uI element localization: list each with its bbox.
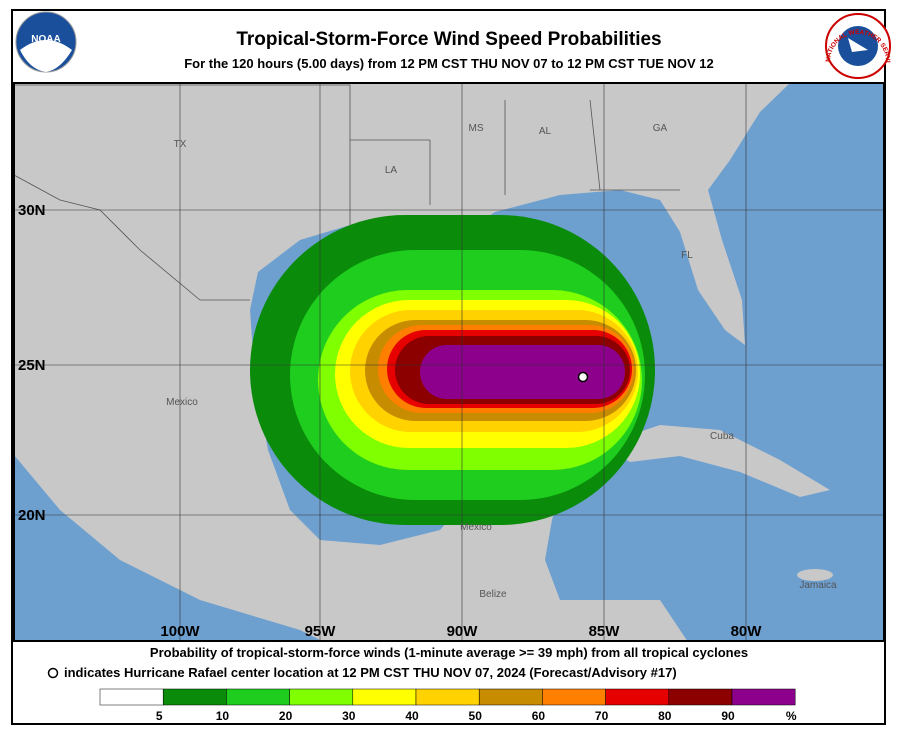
legend-label: 60	[532, 709, 546, 723]
title: Tropical-Storm-Force Wind Speed Probabil…	[236, 29, 661, 50]
legend-label: 10	[216, 709, 230, 723]
legend-swatch	[99, 688, 164, 706]
legend-swatch	[162, 688, 227, 706]
place-label: GA	[653, 123, 668, 134]
legend-swatch	[542, 688, 606, 706]
legend-label: 40	[405, 709, 419, 723]
noaa-logo: NOAA	[15, 11, 77, 73]
legend: 5 10 20 30 40 50 60 70 80 90%	[99, 688, 797, 723]
legend-label: 5	[156, 709, 163, 723]
jamaica	[797, 569, 833, 581]
footer-line: Probability of tropical-storm-force wind…	[150, 645, 748, 660]
legend-swatch	[731, 688, 796, 706]
legend-swatch	[352, 688, 417, 706]
lon-label: 95W	[305, 623, 337, 640]
legend-swatch	[605, 688, 670, 706]
legend-label: 20	[279, 709, 293, 723]
legend-label: 50	[469, 709, 483, 723]
legend-label: 90	[721, 709, 735, 723]
legend-swatch	[289, 688, 354, 706]
storm-symbol	[47, 667, 59, 679]
place-label: AL	[539, 126, 552, 137]
place-label: FL	[681, 250, 693, 261]
lon-label: 100W	[160, 623, 200, 640]
graticule	[14, 83, 884, 641]
legend-swatch	[415, 688, 480, 706]
pacific	[14, 455, 322, 641]
map: TX MS AL GA LA FL Mexico Cuba Mexico Belize Jamaic…	[14, 83, 884, 641]
lat-label: 20N	[18, 507, 46, 524]
legend-swatch	[478, 688, 543, 706]
lat-label: 30N	[18, 202, 46, 219]
lon-label: 80W	[731, 623, 763, 640]
lat-label: 25N	[18, 357, 46, 374]
legend-label: 30	[342, 709, 356, 723]
place-label: LA	[385, 165, 398, 176]
lon-label: 85W	[589, 623, 621, 640]
contour	[420, 345, 625, 399]
legend-swatch	[668, 688, 733, 706]
lon-label: 90W	[447, 623, 479, 640]
legend-label: 70	[595, 709, 609, 723]
logo-text: NOAA	[31, 34, 60, 45]
subtitle: For the 120 hours (5.00 days) from 12 PM…	[184, 56, 714, 71]
place-label: Cuba	[710, 431, 734, 442]
legend-swatch	[226, 688, 290, 706]
legend-label: %	[786, 709, 797, 723]
place-label: Belize	[479, 589, 507, 600]
probability-contours	[250, 215, 655, 525]
place-label: MS	[469, 123, 484, 134]
legend-label: 80	[658, 709, 672, 723]
place-label: TX	[174, 139, 187, 150]
cuba	[600, 425, 830, 497]
storm-center	[577, 371, 589, 383]
place-label: Jamaica	[799, 580, 837, 591]
place-label: Mexico	[166, 397, 198, 408]
map-border	[13, 82, 885, 642]
borders	[14, 84, 680, 301]
place-label: Mexico	[460, 522, 492, 533]
footer-line: indicates Hurricane Rafael center locati…	[64, 665, 677, 680]
